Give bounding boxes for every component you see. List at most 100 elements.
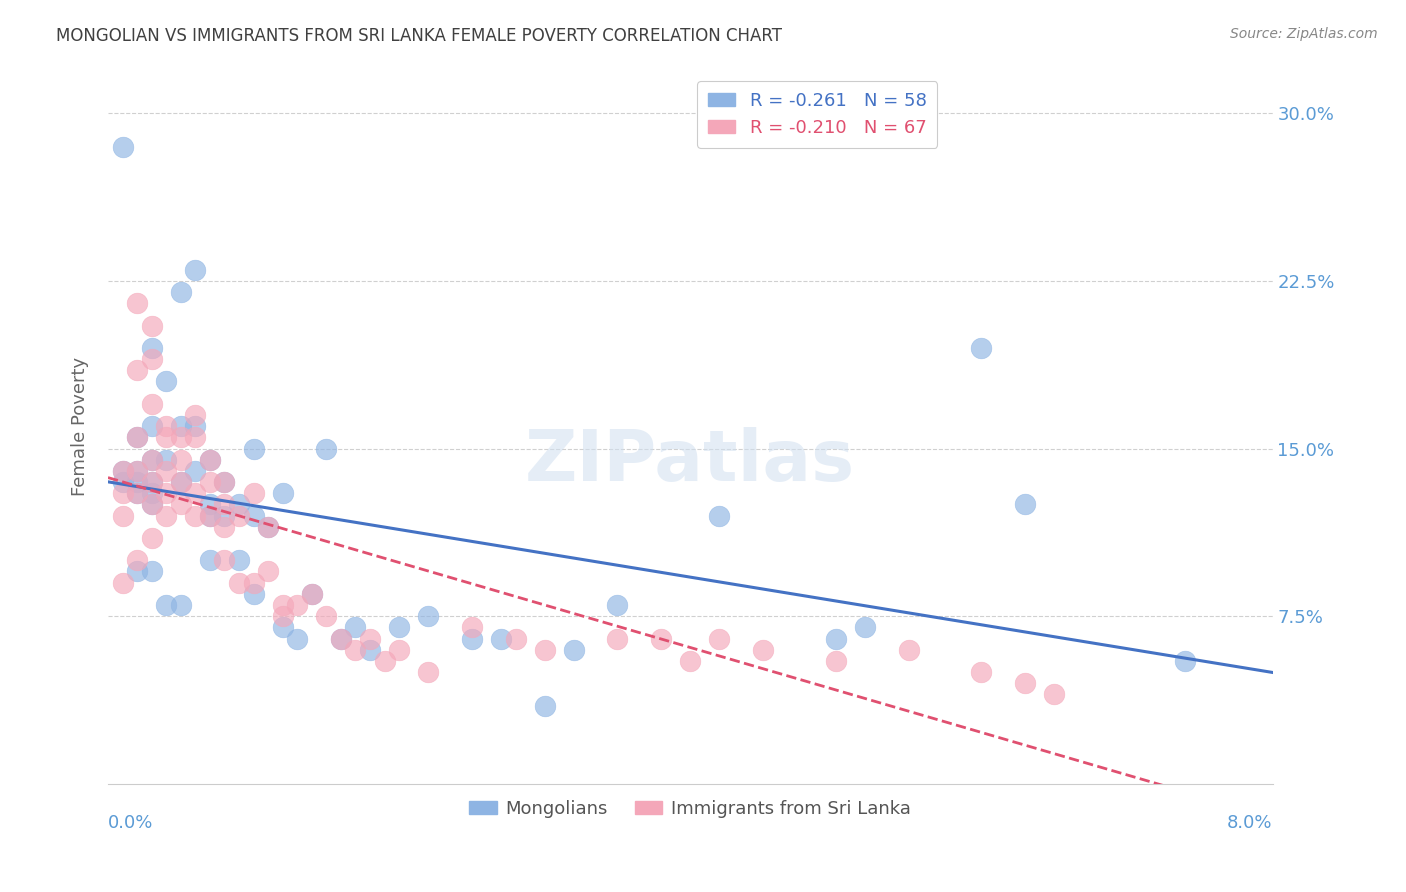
- Point: [461, 620, 484, 634]
- Point: [344, 642, 367, 657]
- Point: [359, 632, 381, 646]
- Point: [127, 486, 149, 500]
- Point: [184, 408, 207, 422]
- Point: [242, 486, 264, 500]
- Point: [418, 665, 440, 679]
- Point: [127, 486, 149, 500]
- Point: [606, 632, 628, 646]
- Point: [111, 508, 134, 523]
- Point: [141, 497, 163, 511]
- Point: [127, 475, 149, 489]
- Point: [170, 452, 193, 467]
- Point: [562, 642, 585, 657]
- Point: [141, 486, 163, 500]
- Point: [533, 642, 555, 657]
- Point: [359, 642, 381, 657]
- Point: [184, 430, 207, 444]
- Point: [897, 642, 920, 657]
- Point: [111, 575, 134, 590]
- Legend: Mongolians, Immigrants from Sri Lanka: Mongolians, Immigrants from Sri Lanka: [463, 792, 918, 825]
- Point: [228, 497, 250, 511]
- Point: [1014, 676, 1036, 690]
- Point: [214, 508, 236, 523]
- Point: [170, 430, 193, 444]
- Point: [824, 654, 846, 668]
- Point: [155, 375, 177, 389]
- Point: [970, 665, 993, 679]
- Point: [344, 620, 367, 634]
- Point: [155, 419, 177, 434]
- Point: [141, 531, 163, 545]
- Point: [1174, 654, 1197, 668]
- Point: [111, 464, 134, 478]
- Point: [271, 598, 294, 612]
- Point: [127, 363, 149, 377]
- Point: [141, 475, 163, 489]
- Point: [228, 575, 250, 590]
- Point: [141, 497, 163, 511]
- Point: [285, 598, 308, 612]
- Point: [228, 508, 250, 523]
- Point: [388, 620, 411, 634]
- Point: [127, 430, 149, 444]
- Point: [155, 464, 177, 478]
- Point: [824, 632, 846, 646]
- Point: [127, 296, 149, 310]
- Y-axis label: Female Poverty: Female Poverty: [72, 357, 89, 496]
- Point: [184, 262, 207, 277]
- Point: [198, 475, 221, 489]
- Point: [141, 318, 163, 333]
- Point: [709, 632, 731, 646]
- Point: [1014, 497, 1036, 511]
- Point: [650, 632, 672, 646]
- Point: [257, 520, 280, 534]
- Point: [214, 497, 236, 511]
- Point: [155, 430, 177, 444]
- Point: [285, 632, 308, 646]
- Point: [198, 553, 221, 567]
- Point: [214, 475, 236, 489]
- Point: [127, 430, 149, 444]
- Point: [141, 565, 163, 579]
- Point: [141, 397, 163, 411]
- Point: [184, 486, 207, 500]
- Point: [533, 698, 555, 713]
- Point: [374, 654, 396, 668]
- Point: [170, 419, 193, 434]
- Point: [111, 464, 134, 478]
- Point: [418, 609, 440, 624]
- Point: [301, 587, 323, 601]
- Point: [170, 475, 193, 489]
- Point: [198, 452, 221, 467]
- Point: [214, 520, 236, 534]
- Point: [127, 553, 149, 567]
- Point: [853, 620, 876, 634]
- Point: [111, 486, 134, 500]
- Point: [679, 654, 702, 668]
- Point: [127, 464, 149, 478]
- Point: [198, 508, 221, 523]
- Point: [141, 452, 163, 467]
- Point: [141, 341, 163, 355]
- Point: [141, 352, 163, 367]
- Point: [141, 419, 163, 434]
- Point: [228, 553, 250, 567]
- Point: [329, 632, 352, 646]
- Text: 8.0%: 8.0%: [1227, 814, 1272, 832]
- Point: [170, 285, 193, 299]
- Point: [184, 464, 207, 478]
- Point: [198, 497, 221, 511]
- Point: [257, 565, 280, 579]
- Point: [315, 609, 337, 624]
- Point: [170, 475, 193, 489]
- Point: [170, 497, 193, 511]
- Point: [329, 632, 352, 646]
- Point: [242, 587, 264, 601]
- Text: MONGOLIAN VS IMMIGRANTS FROM SRI LANKA FEMALE POVERTY CORRELATION CHART: MONGOLIAN VS IMMIGRANTS FROM SRI LANKA F…: [56, 27, 782, 45]
- Point: [606, 598, 628, 612]
- Point: [155, 598, 177, 612]
- Point: [141, 452, 163, 467]
- Point: [461, 632, 484, 646]
- Point: [198, 508, 221, 523]
- Point: [257, 520, 280, 534]
